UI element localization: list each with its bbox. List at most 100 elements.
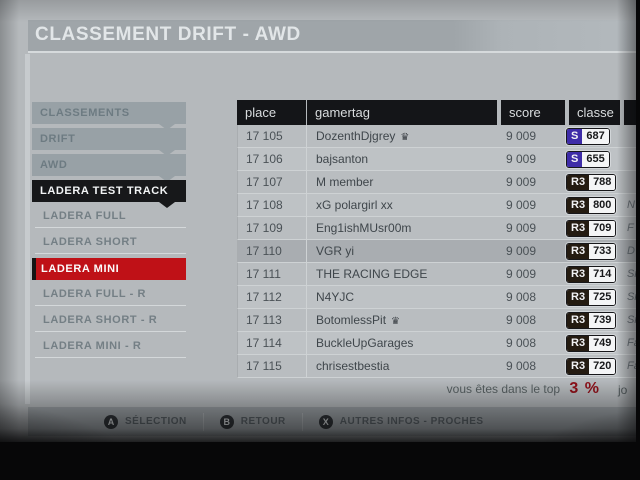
class-badge: R3 709 [566,219,617,237]
class-badge: R3 733 [566,242,617,260]
class-badge: R3 720 [566,357,617,375]
hint-autres-infos-proches: X AUTRES INFOS - PROCHES [301,412,500,431]
leaderboard-row[interactable]: 17 111 THE RACING EDGE 9 009 R3 714 Si [237,263,636,286]
score-cell: 9 008 [506,313,537,327]
class-cell: R3 709 [566,219,621,237]
sidebar-item-awd[interactable]: AWD [32,154,186,182]
class-rating: 800 [589,197,616,213]
class-cell: S 687 [566,127,621,145]
class-rating: 788 [589,174,616,190]
class-rating: 725 [589,289,616,305]
gamertag-cell: Eng1ishMUsr00m [316,221,412,235]
class-letter: R3 [567,220,590,236]
hint-label: SÉLECTION [125,416,187,427]
class-letter: R3 [567,335,590,351]
sidebar-item-ladera-full-r[interactable]: LADERA FULL - R [35,284,186,306]
class-cell: R3 733 [566,242,621,260]
column-header-score: score [501,100,565,125]
class-rating: 714 [589,266,616,282]
gamertag-cell: bajsanton [316,152,369,166]
sidebar-item-label: CLASSEMENTS [40,107,130,119]
class-letter: S [567,128,583,144]
leaderboard-row[interactable]: 17 109 Eng1ishMUsr00m 9 009 R3 709 F [237,217,636,240]
sidebar-item-ladera-short-r[interactable]: LADERA SHORT - R [35,310,186,332]
sidebar-item-label: LADERA FULL [43,210,127,222]
sidebar-item-ladera-test-track[interactable]: LADERA TEST TRACK [32,180,186,208]
leaderboard-row[interactable]: 17 105 DozenthDjgrey ♛ 9 009 S 687 [237,125,636,148]
sidebar-item-label: AWD [40,159,68,171]
class-rating: 733 [589,243,616,259]
class-cell: R3 749 [566,334,621,352]
place-cell: 17 112 [238,286,307,308]
leaderboard-row[interactable]: 17 107 M member 9 009 R3 788 [237,171,636,194]
class-rating: 720 [589,358,616,374]
class-badge: S 687 [566,127,610,145]
sidebar-item-ladera-mini[interactable]: LADERA MINI [32,258,186,280]
class-letter: R3 [567,174,590,190]
place-cell: 17 107 [238,171,307,193]
leaderboard-table: place gamertag score classe 17 105 DozenthDj… [237,100,636,378]
score-cell: 9 009 [506,221,537,235]
score-cell: 9 008 [506,359,537,373]
controller-hint-bar: A SÉLECTION B RETOUR X AUTRES INFOS - PROCHES [28,407,636,436]
leaderboard-row[interactable]: 17 110 VGR yi 9 009 R3 733 D [237,240,636,263]
leaderboard-row[interactable]: 17 108 xG polargirl xx 9 009 R3 800 N [237,194,636,217]
button-x-icon: X [318,414,333,429]
column-header-partial [624,100,636,125]
class-letter: S [567,151,583,167]
hint-label: RETOUR [240,416,286,427]
class-cell: R3 720 [566,357,621,375]
class-rating: 709 [589,220,616,236]
score-cell: 9 009 [506,267,537,281]
sidebar-item-ladera-short[interactable]: LADERA SHORT [35,232,186,254]
gamertag-cell: BuckleUpGarages [316,336,414,350]
page-title-band: CLASSEMENT DRIFT - AWD [28,20,636,53]
gamertag-cell: M member [316,175,374,189]
score-cell: 9 009 [506,129,537,143]
place-cell: 17 114 [238,332,307,354]
car-name-partial: Sil [627,291,636,303]
rank-summary: vous êtes dans le top 3 % [237,380,600,398]
class-cell: R3 739 [566,311,621,329]
sidebar-item-label: DRIFT [40,133,76,145]
sidebar-item-ladera-full[interactable]: LADERA FULL [35,206,186,228]
place-cell: 17 106 [238,148,307,170]
class-cell: R3 725 [566,288,621,306]
score-cell: 9 008 [506,290,537,304]
sidebar-item-classements[interactable]: CLASSEMENTS [32,102,186,130]
score-cell: 9 009 [506,244,537,258]
crown-icon: ♛ [400,132,410,143]
sidebar-item-drift[interactable]: DRIFT [32,128,186,156]
column-header-gamertag: gamertag [307,100,497,125]
car-name-partial: Fair [627,337,636,349]
sidebar-item-ladera-mini-r[interactable]: LADERA MINI - R [35,336,186,358]
gamertag-cell: BotomlessPit ♛ [316,313,400,327]
class-letter: R3 [567,358,590,374]
class-letter: R3 [567,243,590,259]
column-header-place: place [237,100,306,125]
score-cell: 9 009 [506,175,537,189]
car-name-partial: F [627,222,634,234]
sidebar-item-label: LADERA TEST TRACK [40,185,169,197]
column-header-classe: classe [569,100,620,125]
rank-summary-text: vous êtes dans le top [446,382,561,396]
sidebar-divider [25,54,30,404]
place-cell: 17 111 [238,263,307,285]
hint-label: AUTRES INFOS - PROCHES [339,416,484,427]
rank-partial-text: jo [618,383,628,397]
class-badge: R3 739 [566,311,617,329]
class-badge: R3 788 [566,173,617,191]
button-b-icon: B [219,414,234,429]
leaderboard-row[interactable]: 17 106 bajsanton 9 009 S 655 [237,148,636,171]
class-cell: R3 800 [566,196,621,214]
rank-percentage: 3 % [569,380,600,397]
hint-s-lection: A SÉLECTION [88,413,203,431]
score-cell: 9 009 [506,198,537,212]
place-cell: 17 109 [238,217,307,239]
game-screen: CLASSEMENT DRIFT - AWD CLASSEMENTS DRIFT A… [0,0,636,442]
sidebar-item-label: LADERA SHORT [43,236,138,248]
